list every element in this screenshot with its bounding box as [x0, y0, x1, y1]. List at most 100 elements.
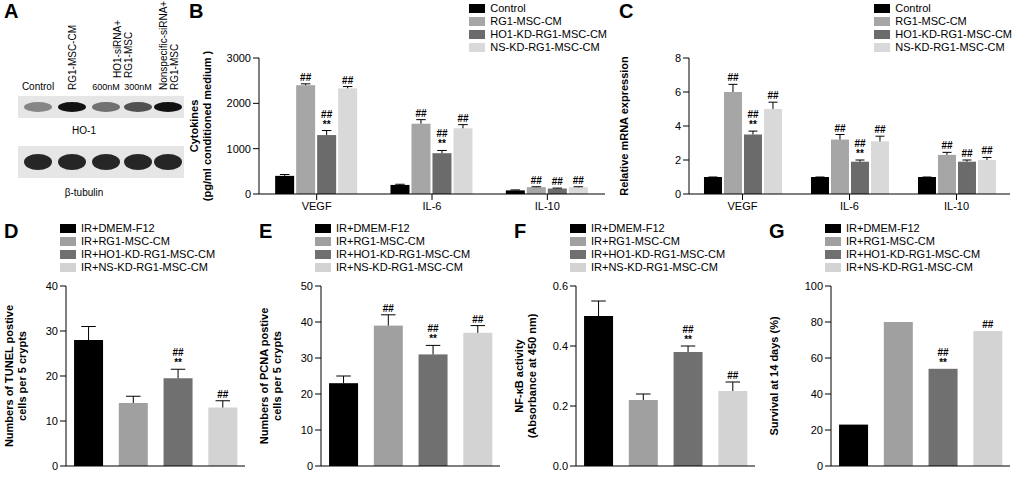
svg-text:RG1-MSC-CM: RG1-MSC-CM [67, 25, 78, 90]
html-text:F: F [514, 220, 527, 242]
html-text:NS-KD-RG1-MSC-CM: NS-KD-RG1-MSC-CM [895, 41, 1005, 53]
svg-text:4: 4 [675, 120, 681, 132]
svg-text:2: 2 [675, 154, 681, 166]
svg-text:##: ## [531, 175, 543, 186]
html-text:G: G [769, 220, 785, 242]
html-text:IR+DMEM-F12: IR+DMEM-F12 [81, 222, 155, 234]
svg-text:50: 50 [301, 280, 313, 292]
svg-text:##: ## [383, 303, 395, 314]
svg-text:30: 30 [46, 325, 58, 337]
svg-text:HO1-siRNA+: HO1-siRNA+ [112, 20, 123, 78]
svg-text:##: ## [874, 124, 886, 135]
svg-text:10: 10 [46, 415, 58, 427]
svg-text:RG1-MSC: RG1-MSC [169, 44, 180, 90]
html-text:RG1-MSC-CM: RG1-MSC-CM [490, 15, 562, 27]
html-text:HO1-KD-RG1-MSC-CM: HO1-KD-RG1-MSC-CM [895, 28, 1012, 40]
svg-text:Numbers of TUNEL postivecells: Numbers of TUNEL postivecells per 5 cryp… [8, 305, 28, 447]
svg-text:2000: 2000 [227, 97, 251, 109]
html-text:NS-KD-RG1-MSC-CM: NS-KD-RG1-MSC-CM [490, 41, 600, 53]
html-text:IR+RG1-MSC-CM: IR+RG1-MSC-CM [81, 235, 170, 247]
svg-text:**: ** [939, 357, 947, 368]
html-text:D: D [4, 220, 19, 242]
svg-text:300nM: 300nM [124, 82, 152, 92]
html-text:RG1-MSC-CM: RG1-MSC-CM [895, 15, 967, 27]
svg-text:RG1-MSC: RG1-MSC [123, 32, 134, 78]
svg-text:0: 0 [52, 460, 58, 472]
html-text:E: E [259, 220, 273, 242]
svg-text:80: 80 [811, 316, 823, 328]
svg-text:Relative mRNA expression: Relative mRNA expression [618, 56, 630, 196]
svg-text:0: 0 [307, 460, 313, 472]
svg-text:**: ** [684, 334, 692, 345]
svg-text:##: ## [767, 90, 779, 101]
svg-text:HO-1: HO-1 [72, 125, 96, 136]
svg-text:**: ** [429, 333, 437, 344]
svg-text:##: ## [457, 113, 469, 124]
svg-text:**: ** [174, 357, 182, 368]
html-text:IR+DMEM-F12: IR+DMEM-F12 [336, 222, 410, 234]
svg-text:##: ## [981, 145, 993, 156]
svg-text:20: 20 [811, 424, 823, 436]
svg-text:0: 0 [675, 188, 681, 200]
svg-text:**: ** [749, 119, 757, 130]
svg-text:20: 20 [46, 370, 58, 382]
svg-text:IL-10: IL-10 [944, 200, 969, 212]
svg-text:**: ** [856, 148, 864, 159]
svg-text:40: 40 [301, 316, 313, 328]
html-text:B: B [189, 0, 204, 22]
svg-text:VEGF: VEGF [302, 200, 332, 212]
svg-text:0.6: 0.6 [553, 280, 568, 292]
svg-text:40: 40 [811, 388, 823, 400]
svg-text:**: ** [438, 138, 446, 149]
svg-text:IL-10: IL-10 [535, 200, 560, 212]
svg-text:20: 20 [301, 388, 313, 400]
svg-text:##: ## [217, 389, 229, 400]
svg-text:6: 6 [675, 86, 681, 98]
svg-text:NF-κB activity(Absorbance at 4: NF-κB activity(Absorbance at 450 nm) [513, 313, 538, 438]
svg-text:Survival at 14 days (%): Survival at 14 days (%) [768, 316, 780, 436]
svg-text:0: 0 [817, 460, 823, 472]
svg-text:##: ## [834, 123, 846, 134]
svg-text:##: ## [727, 72, 739, 83]
svg-text:Control: Control [22, 81, 54, 92]
svg-text:Cytokines(pg/ml conditioned me: Cytokines(pg/ml conditioned medium ) [188, 51, 213, 202]
svg-text:30: 30 [301, 352, 313, 364]
svg-text:Nonspecific-siRNA+: Nonspecific-siRNA+ [158, 1, 169, 90]
svg-text:10: 10 [301, 424, 313, 436]
svg-text:1000: 1000 [227, 143, 251, 155]
html-text:A: A [4, 0, 19, 22]
svg-text:##: ## [552, 176, 564, 187]
svg-text:0.2: 0.2 [553, 400, 568, 412]
svg-text:##: ## [727, 370, 739, 381]
svg-text:##: ## [342, 75, 354, 86]
svg-text:VEGF: VEGF [728, 200, 758, 212]
svg-text:##: ## [573, 175, 585, 186]
html-text:Control: Control [490, 2, 526, 14]
svg-text:##: ## [941, 140, 953, 151]
svg-text:##: ## [472, 314, 484, 325]
svg-text:3000: 3000 [227, 52, 251, 64]
svg-text:##: ## [982, 319, 994, 330]
html-text:Control: Control [895, 2, 931, 14]
svg-text:0.4: 0.4 [553, 340, 568, 352]
svg-text:IL-6: IL-6 [423, 200, 442, 212]
svg-text:##: ## [300, 72, 312, 83]
svg-text:8: 8 [675, 52, 681, 64]
svg-text:**: ** [323, 119, 331, 130]
html-text:HO1-KD-RG1-MSC-CM: HO1-KD-RG1-MSC-CM [490, 28, 607, 40]
svg-text:0: 0 [245, 188, 251, 200]
html-text:IR+HO1-KD-RG1-MSC-CM: IR+HO1-KD-RG1-MSC-CM [81, 248, 216, 260]
svg-text:β-tubulin: β-tubulin [65, 187, 104, 198]
svg-text:IL-6: IL-6 [840, 200, 859, 212]
html-text:IR+RG1-MSC-CM: IR+RG1-MSC-CM [336, 235, 425, 247]
svg-text:60: 60 [811, 352, 823, 364]
html-text:C: C [619, 0, 634, 22]
svg-text:##: ## [415, 108, 427, 119]
svg-text:600nM: 600nM [92, 82, 120, 92]
html-text:IR+NS-KD-RG1-MSC-CM: IR+NS-KD-RG1-MSC-CM [81, 261, 208, 273]
svg-text:0.0: 0.0 [553, 460, 568, 472]
svg-text:##: ## [961, 148, 973, 159]
svg-text:Numbers of PCNA postivecells p: Numbers of PCNA postivecells per 5 crypt… [258, 308, 283, 445]
svg-text:100: 100 [805, 280, 823, 292]
svg-text:40: 40 [46, 280, 58, 292]
